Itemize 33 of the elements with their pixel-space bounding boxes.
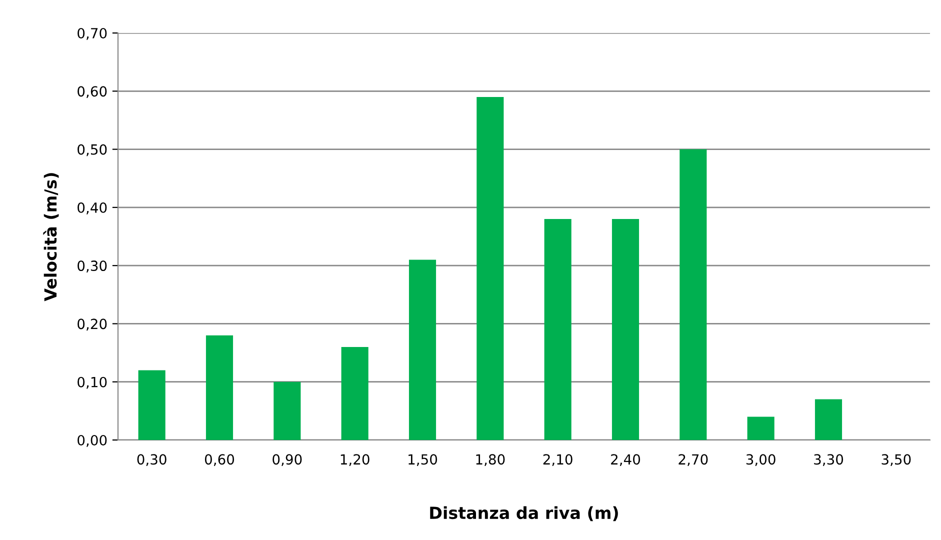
x-tick-label: 1,50 (408, 454, 438, 466)
y-tick-label: 0,30 (78, 260, 107, 272)
x-tick-label: 2,40 (611, 454, 640, 466)
x-tick-label: 0,60 (204, 454, 234, 466)
bar (206, 335, 234, 440)
bar (814, 399, 842, 440)
y-axis-title: Velocità (m/s) (43, 173, 59, 302)
x-tick-label: 1,20 (340, 454, 370, 466)
bar (476, 96, 504, 440)
x-tick-label: 0,30 (137, 454, 166, 466)
y-tick-label: 0,40 (78, 202, 107, 214)
bar (138, 370, 166, 440)
x-tick-label: 3,30 (814, 454, 844, 466)
bar (274, 382, 301, 440)
y-tick-label: 0,10 (78, 376, 107, 389)
y-tick-label: 0,00 (78, 434, 107, 447)
bar (408, 260, 436, 440)
bar (341, 346, 368, 440)
x-tick-label: 0,90 (272, 454, 302, 466)
y-tick-label: 0,70 (78, 28, 107, 40)
x-tick-label: 1,80 (476, 454, 505, 466)
y-tick-label: 0,60 (78, 86, 107, 98)
x-axis-title: Distanza da riva (m) (430, 506, 618, 522)
bar (544, 219, 572, 440)
x-tick-label: 3,50 (882, 454, 911, 466)
bar (612, 219, 640, 440)
bar (680, 149, 707, 440)
x-tick-label: 2,10 (543, 454, 572, 466)
x-tick-label: 2,70 (678, 454, 708, 466)
y-tick-label: 0,50 (78, 144, 107, 156)
bar (747, 416, 774, 440)
y-tick-label: 0,20 (78, 318, 107, 331)
x-tick-label: 3,00 (746, 454, 776, 466)
